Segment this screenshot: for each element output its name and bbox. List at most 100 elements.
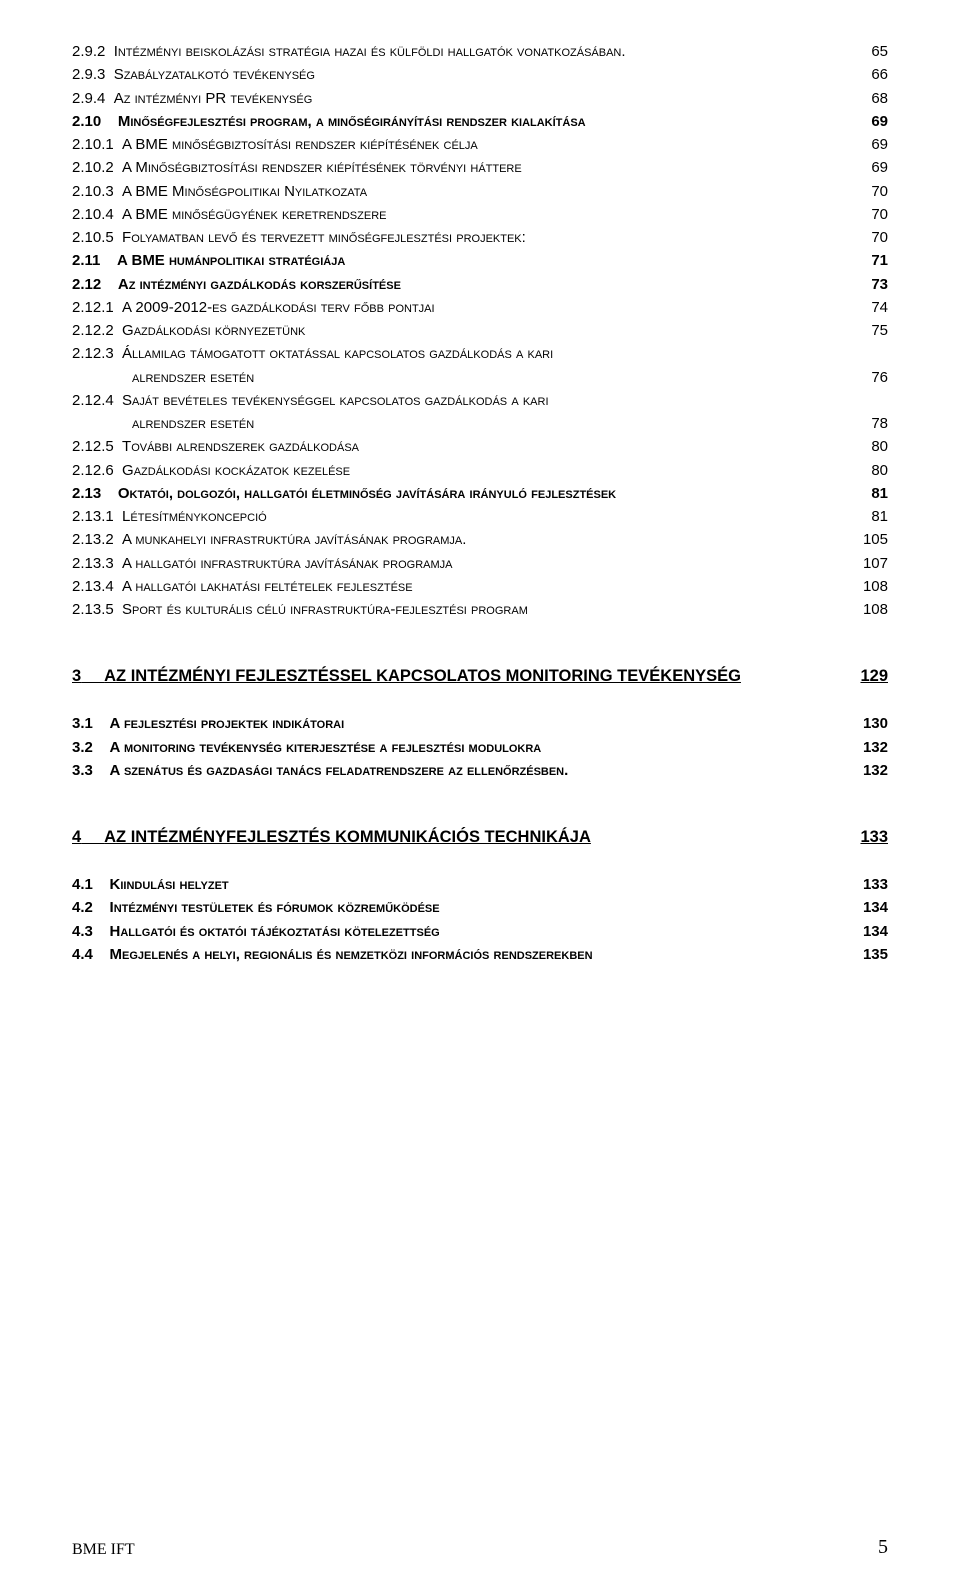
toc-entry-page: 76 — [856, 366, 888, 389]
toc-entry-label: 2.9.2 Intézményi beiskolázási stratégia … — [72, 40, 856, 63]
toc-entry-page: 132 — [856, 736, 888, 759]
toc-entry: 2.9.2 Intézményi beiskolázási stratégia … — [72, 40, 888, 63]
toc-entry-page: 132 — [856, 759, 888, 782]
document-page: 2.9.2 Intézményi beiskolázási stratégia … — [0, 0, 960, 1583]
toc-entry-page: 108 — [856, 598, 888, 621]
toc-entry-label: 2.10.3 A BME Minőségpolitikai Nyilatkoza… — [72, 180, 856, 203]
toc-entry-label: 2.12.6 Gazdálkodási kockázatok kezelése — [72, 459, 856, 482]
toc-entry-label: 2.9.3 Szabályzatalkotó tevékenység — [72, 63, 856, 86]
toc-section-4-page: 133 — [860, 828, 888, 847]
toc-entry-label: 4.3 Hallgatói és oktatói tájékoztatási k… — [72, 920, 856, 943]
toc-entry-page: 71 — [856, 249, 888, 272]
toc-entry-page: 80 — [856, 459, 888, 482]
toc-entry: 2.12.5 További alrendszerek gazdálkodása… — [72, 435, 888, 458]
toc-entry: 2.10.3 A BME Minőségpolitikai Nyilatkoza… — [72, 180, 888, 203]
toc-entry: 3.1 A fejlesztési projektek indikátorai1… — [72, 712, 888, 735]
toc-entry: alrendszer esetén78 — [72, 412, 888, 435]
toc-entry-page: 66 — [856, 63, 888, 86]
toc-entry-label: 2.10.5 Folyamatban levő és tervezett min… — [72, 226, 856, 249]
toc-entry-page: 69 — [856, 156, 888, 179]
toc-entry-label: 2.13 Oktatói, dolgozói, hallgatói életmi… — [72, 482, 856, 505]
toc-section-3-label: 3 AZ INTÉZMÉNYI FEJLESZTÉSSEL KAPCSOLATO… — [72, 667, 860, 686]
toc-entry-page: 135 — [856, 943, 888, 966]
toc-entry: 4.3 Hallgatói és oktatói tájékoztatási k… — [72, 920, 888, 943]
toc-entry-label: 3.2 A monitoring tevékenység kiterjeszté… — [72, 736, 856, 759]
toc-entry: 2.13.4 A hallgatói lakhatási feltételek … — [72, 575, 888, 598]
toc-entry: 3.2 A monitoring tevékenység kiterjeszté… — [72, 736, 888, 759]
toc-section-3-header: 3 AZ INTÉZMÉNYI FEJLESZTÉSSEL KAPCSOLATO… — [72, 667, 888, 686]
toc-entry: 2.13.3 A hallgatói infrastruktúra javítá… — [72, 552, 888, 575]
toc-entry-label: alrendszer esetén — [132, 366, 856, 389]
toc-entry-label: 2.12.3 Államilag támogatott oktatással k… — [72, 342, 856, 365]
toc-entry-label: 2.10 Minőségfejlesztési program, a minős… — [72, 110, 856, 133]
footer-left: BME IFT — [72, 1541, 135, 1559]
toc-section-4-header: 4 AZ INTÉZMÉNYFEJLESZTÉS KOMMUNIKÁCIÓS T… — [72, 828, 888, 847]
toc-entry: alrendszer esetén76 — [72, 366, 888, 389]
toc-entry-page: 107 — [856, 552, 888, 575]
toc-group-4: 4.1 Kiindulási helyzet1334.2 Intézményi … — [72, 873, 888, 966]
toc-entry: 2.10.1 A BME minőségbiztosítási rendszer… — [72, 133, 888, 156]
toc-entry: 2.10.5 Folyamatban levő és tervezett min… — [72, 226, 888, 249]
toc-entry-page: 70 — [856, 203, 888, 226]
toc-entry-page: 81 — [856, 505, 888, 528]
toc-entry-label: 3.3 A szenátus és gazdasági tanács felad… — [72, 759, 856, 782]
toc-entry: 2.13.1 Létesítménykoncepció81 — [72, 505, 888, 528]
toc-entry-page: 73 — [856, 273, 888, 296]
toc-group-3: 3.1 A fejlesztési projektek indikátorai1… — [72, 712, 888, 782]
toc-entry: 2.13 Oktatói, dolgozói, hallgatói életmi… — [72, 482, 888, 505]
toc-entry-label: alrendszer esetén — [132, 412, 856, 435]
footer-page-number: 5 — [878, 1536, 888, 1559]
page-footer: BME IFT 5 — [72, 1536, 888, 1559]
toc-entry-page: 134 — [856, 920, 888, 943]
toc-entry-label: 4.2 Intézményi testületek és fórumok köz… — [72, 896, 856, 919]
toc-entry-label: 3.1 A fejlesztési projektek indikátorai — [72, 712, 856, 735]
toc-entry-label: 2.9.4 Az intézményi PR tevékenység — [72, 87, 856, 110]
toc-entry-label: 2.12.1 A 2009-2012-es gazdálkodási terv … — [72, 296, 856, 319]
toc-entry-label: 2.11 A BME humánpolitikai stratégiája — [72, 249, 856, 272]
toc-entry-page: 69 — [856, 110, 888, 133]
toc-entry-page: 108 — [856, 575, 888, 598]
toc-entry-label: 2.12.4 Saját bevételes tevékenységgel ka… — [72, 389, 856, 412]
toc-section-3-page: 129 — [860, 667, 888, 686]
toc-entry-label: 2.12.5 További alrendszerek gazdálkodása — [72, 435, 856, 458]
toc-entry-label: 4.4 Megjelenés a helyi, regionális és ne… — [72, 943, 856, 966]
toc-entry-page: 133 — [856, 873, 888, 896]
toc-entry: 2.12.1 A 2009-2012-es gazdálkodási terv … — [72, 296, 888, 319]
toc-entry-page: 70 — [856, 180, 888, 203]
toc-entry-label: 2.10.2 A Minőségbiztosítási rendszer kié… — [72, 156, 856, 179]
toc-entry-page: 130 — [856, 712, 888, 735]
toc-entry-label: 2.13.1 Létesítménykoncepció — [72, 505, 856, 528]
toc-entry-label: 2.10.1 A BME minőségbiztosítási rendszer… — [72, 133, 856, 156]
toc-entry-page: 134 — [856, 896, 888, 919]
toc-entry-page: 65 — [856, 40, 888, 63]
toc-entry: 2.11 A BME humánpolitikai stratégiája71 — [72, 249, 888, 272]
toc-entry: 2.13.5 Sport és kulturális célú infrastr… — [72, 598, 888, 621]
toc-entry: 2.12 Az intézményi gazdálkodás korszerűs… — [72, 273, 888, 296]
toc-entry-label: 2.12.2 Gazdálkodási környezetünk — [72, 319, 856, 342]
toc-entry-label: 2.13.3 A hallgatói infrastruktúra javítá… — [72, 552, 856, 575]
toc-entry-page: 68 — [856, 87, 888, 110]
toc-entry: 4.2 Intézményi testületek és fórumok köz… — [72, 896, 888, 919]
toc-entry-page: 74 — [856, 296, 888, 319]
toc-entry: 2.10.4 A BME minőségügyének keretrendsze… — [72, 203, 888, 226]
toc-entry-page: 78 — [856, 412, 888, 435]
toc-entry-page: 80 — [856, 435, 888, 458]
toc-entry-label: 4.1 Kiindulási helyzet — [72, 873, 856, 896]
toc-entry: 2.10.2 A Minőségbiztosítási rendszer kié… — [72, 156, 888, 179]
toc-entry-label: 2.13.2 A munkahelyi infrastruktúra javít… — [72, 528, 856, 551]
toc-section-4-label: 4 AZ INTÉZMÉNYFEJLESZTÉS KOMMUNIKÁCIÓS T… — [72, 828, 860, 847]
toc-entry-page: 105 — [856, 528, 888, 551]
toc-entry: 2.13.2 A munkahelyi infrastruktúra javít… — [72, 528, 888, 551]
toc-entry-label: 2.13.4 A hallgatói lakhatási feltételek … — [72, 575, 856, 598]
toc-entry-page: 70 — [856, 226, 888, 249]
toc-entry: 2.12.3 Államilag támogatott oktatással k… — [72, 342, 888, 365]
toc-entry: 3.3 A szenátus és gazdasági tanács felad… — [72, 759, 888, 782]
toc-entry: 2.10 Minőségfejlesztési program, a minős… — [72, 110, 888, 133]
toc-entry: 2.12.2 Gazdálkodási környezetünk75 — [72, 319, 888, 342]
toc-entry-label: 2.12 Az intézményi gazdálkodás korszerűs… — [72, 273, 856, 296]
toc-entry: 2.9.3 Szabályzatalkotó tevékenység66 — [72, 63, 888, 86]
toc-entry: 2.12.6 Gazdálkodási kockázatok kezelése8… — [72, 459, 888, 482]
toc-entry-page: 81 — [856, 482, 888, 505]
toc-group-2: 2.9.2 Intézményi beiskolázási stratégia … — [72, 40, 888, 621]
toc-entry: 4.1 Kiindulási helyzet133 — [72, 873, 888, 896]
